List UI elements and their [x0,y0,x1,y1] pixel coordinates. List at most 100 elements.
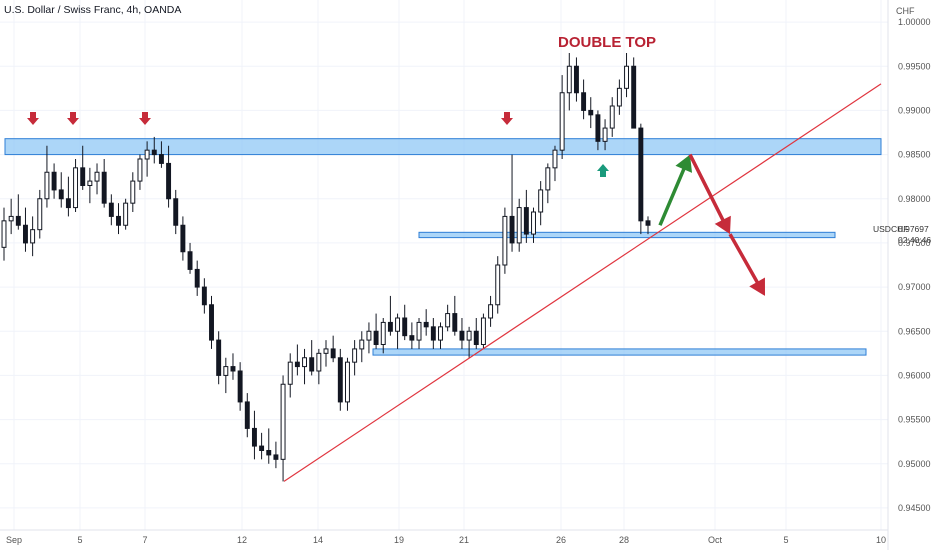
candle-body [624,65,630,89]
candle-body [101,171,107,204]
candle-body [573,65,579,94]
candle-body [280,383,286,460]
price-zone [372,348,867,356]
candle-body [588,109,594,116]
candle-body [380,321,386,345]
candle-body [287,361,293,385]
candle-body [344,361,350,403]
time-axis: Sep 5 7 12 14 19 21 26 28 Oct 5 10 [6,535,886,545]
price-tag-price: 0.97697 [898,224,929,234]
candle-body [373,330,379,345]
candle-body [30,229,36,244]
time-tick-label: Oct [708,535,723,545]
candle-body [452,313,458,332]
candle-body [566,65,572,94]
candle-body [8,215,14,222]
price-tick-label: 0.94500 [898,503,931,513]
candle-body [173,198,179,226]
resistance-arrow-icon [67,112,79,125]
time-tick-label: 14 [313,535,323,545]
price-axis: 1.00000 0.99500 0.99000 0.98500 0.98000 0.975… [898,17,931,513]
candle-body [80,167,86,186]
price-tag: USDCHF 0.97697 02:40:46 [873,224,931,245]
candle-body [266,450,272,456]
candle-body [516,207,522,244]
chart-drawings [27,83,882,482]
candle-body [216,339,222,376]
time-tick-label: 5 [77,535,82,545]
time-tick-label: Sep [6,535,22,545]
resistance-arrow-icon [501,112,513,125]
candle-body [631,65,637,129]
projection-down-arrow-2-icon [728,233,765,296]
candle-body [230,366,236,372]
candle-body [294,361,300,368]
time-tick-label: 21 [459,535,469,545]
candle-body [302,357,308,368]
axis-currency-label: CHF [896,6,915,16]
time-tick-label: 26 [556,535,566,545]
price-zone [418,231,836,239]
candle-body [423,321,429,328]
candle-body [502,215,508,266]
candle-body [58,189,64,200]
candle-body [244,401,250,429]
price-tick-label: 0.99000 [898,105,931,115]
candle-body [73,167,79,209]
price-tag-countdown: 02:40:46 [898,235,931,245]
candle-body [144,149,150,160]
time-tick-label: 28 [619,535,629,545]
candle-body [273,454,279,460]
projection-up-arrow-icon-shape [658,154,693,226]
time-tick-label: 7 [142,535,147,545]
time-tick-label: 12 [237,535,247,545]
price-zone [4,138,882,156]
candle-body [209,304,214,341]
chart-title: U.S. Dollar / Swiss Franc, 4h, OANDA [4,4,182,16]
candle-body [166,162,172,200]
candle-body [22,224,28,244]
candle-body [495,264,501,306]
candle-body [223,366,229,376]
projection-down-arrow-2-icon-shape [728,233,765,296]
candle-body [108,202,114,217]
candle-body [538,189,544,213]
candle-body [137,158,143,182]
price-tick-label: 0.98000 [898,194,931,204]
candle-body [602,127,608,142]
price-tick-label: 0.98500 [898,150,931,160]
projection-down-arrow-icon-shape [688,153,731,235]
price-tick-label: 1.00000 [898,17,931,27]
candle-body [416,321,422,341]
candle-body [366,330,372,341]
resistance-arrow-icon [27,112,39,125]
candle-body [51,171,57,191]
price-tick-label: 0.95000 [898,459,931,469]
time-tick-label: 19 [394,535,404,545]
candle-body [316,352,322,372]
candle-body [123,202,129,226]
candle-body [201,286,207,306]
candle-body [352,348,358,363]
price-tick-label: 0.96000 [898,370,931,380]
candle-body [595,114,601,142]
candle-body [395,317,401,332]
candle-body [65,198,71,209]
candlestick-series [1,53,651,482]
candle-body [151,149,157,156]
candle-body [488,304,494,319]
candle-body [187,251,193,270]
candle-body [473,330,479,345]
candle-body [323,348,329,354]
candle-body [87,180,93,186]
candle-body [552,149,558,169]
candle-body [466,330,472,341]
price-tick-label: 0.97500 [898,238,931,248]
projection-down-arrow-icon [688,153,731,235]
candle-body [116,215,121,226]
candle-body [309,357,315,372]
candle-body [638,127,644,222]
candle-body [237,370,243,403]
candle-body [259,445,265,452]
